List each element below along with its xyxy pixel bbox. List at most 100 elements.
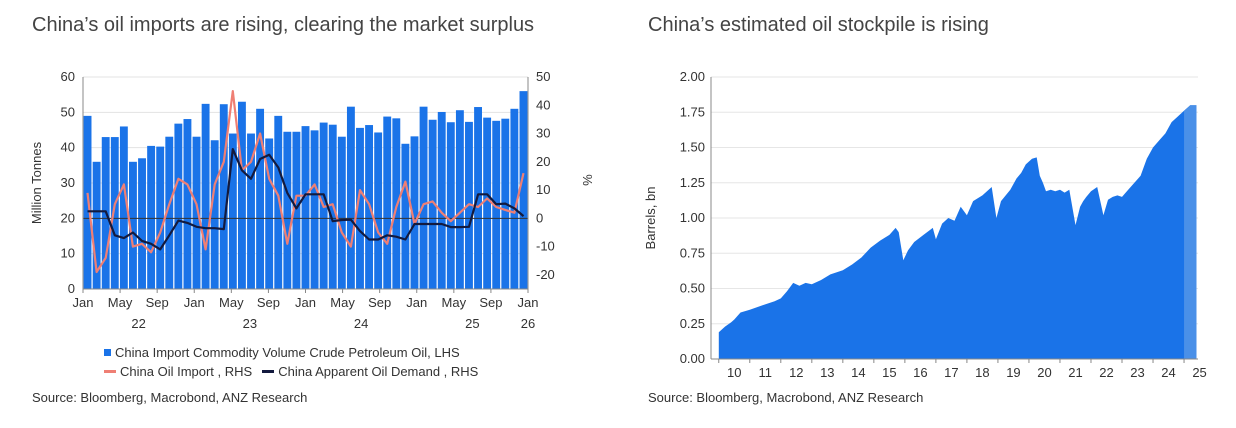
y-tick-label: 2.00 xyxy=(680,69,705,84)
year-label: 24 xyxy=(354,316,368,331)
y2-tick-label: 50 xyxy=(536,69,550,84)
y-tick-label: 50 xyxy=(61,104,75,119)
imports-chart: 0 10 20 30 40 50 60 -20 -10 0 10 20 30 40 50 Million To… xyxy=(29,69,595,331)
bar xyxy=(174,123,183,289)
bar xyxy=(165,136,174,289)
right-source: Source: Bloomberg, Macrobond, ANZ Resear… xyxy=(648,390,924,405)
year-label: 25 xyxy=(465,316,479,331)
bar xyxy=(256,108,265,289)
legend-swatch-demand xyxy=(262,370,275,373)
x-tick-label: 22 xyxy=(1099,365,1113,380)
y2-tick-label: 20 xyxy=(536,154,550,169)
x-tick-label: May xyxy=(330,295,355,310)
right-chart-title: China’s estimated oil stockpile is risin… xyxy=(648,14,989,36)
bar xyxy=(210,140,219,289)
left-source: Source: Bloomberg, Macrobond, ANZ Resear… xyxy=(32,390,308,405)
y2-tick-label: -10 xyxy=(536,239,555,254)
x-tick-label: May xyxy=(442,295,467,310)
bar xyxy=(519,91,528,289)
bar xyxy=(247,133,255,289)
y-tick-label: 30 xyxy=(61,175,75,190)
bar xyxy=(392,118,401,289)
bar xyxy=(292,131,301,289)
bar xyxy=(510,108,519,289)
bar xyxy=(237,101,246,289)
year-label: 23 xyxy=(243,316,257,331)
y-tick-label: 10 xyxy=(61,246,75,261)
y-tick-label: 1.25 xyxy=(680,175,705,190)
x-tick-label: Jan xyxy=(406,295,427,310)
bar xyxy=(283,131,292,289)
x-tick-label: 24 xyxy=(1161,365,1175,380)
left-chart-title: China’s oil imports are rising, clearing… xyxy=(32,14,535,36)
bar xyxy=(383,116,392,289)
bar xyxy=(401,143,410,289)
x-tick-label: Sep xyxy=(257,295,280,310)
y-tick-label: 40 xyxy=(61,140,75,155)
x-tick-label: 19 xyxy=(1006,365,1020,380)
legend-item-lines: China Oil Import , RHS China Apparent Oi… xyxy=(104,364,478,379)
bar xyxy=(92,161,101,289)
bar xyxy=(147,145,156,289)
x-tick-label: Jan xyxy=(73,295,94,310)
bar xyxy=(419,106,428,290)
y2-tick-label: 0 xyxy=(536,210,543,225)
bar xyxy=(156,146,165,289)
x-tick-label: 17 xyxy=(944,365,958,380)
y-tick-label: 60 xyxy=(61,69,75,84)
y-tick-label: 0.00 xyxy=(680,351,705,366)
x-tick-label: 16 xyxy=(913,365,927,380)
bar xyxy=(228,133,237,289)
legend-swatch-import xyxy=(104,370,116,373)
y-tick-label: 1.75 xyxy=(680,104,705,119)
bar xyxy=(437,111,446,289)
bar xyxy=(138,158,146,289)
x-tick-label: 15 xyxy=(882,365,896,380)
year-label: 26 xyxy=(521,316,535,331)
bar xyxy=(201,103,210,289)
bar xyxy=(428,119,437,290)
legend-item-bars: China Import Commodity Volume Crude Petr… xyxy=(104,345,460,360)
y-tick-label: 0.75 xyxy=(680,245,705,260)
bar xyxy=(310,130,319,289)
x-tick-label: Jan xyxy=(184,295,205,310)
bar xyxy=(219,104,228,289)
bar xyxy=(119,126,128,289)
y-tick-label: 0.50 xyxy=(680,281,705,296)
bar xyxy=(410,136,419,289)
legend-swatch-bars xyxy=(104,349,111,356)
stockpile-chart: 0.00 0.25 0.50 0.75 1.00 1.25 1.50 1.75 2.00 Barr… xyxy=(643,69,1207,380)
y-tick-label: 0.25 xyxy=(680,316,705,331)
x-tick-label: 21 xyxy=(1068,365,1082,380)
bar xyxy=(374,132,383,289)
y-tick-label: 1.00 xyxy=(680,210,705,225)
x-tick-label: Sep xyxy=(479,295,502,310)
demand-line xyxy=(87,147,525,251)
bar xyxy=(346,106,355,290)
latest-highlight xyxy=(1184,105,1197,359)
year-label: 22 xyxy=(131,316,145,331)
x-tick-label: 20 xyxy=(1037,365,1051,380)
bar xyxy=(337,136,346,289)
bar xyxy=(265,138,274,289)
bar xyxy=(455,110,464,289)
bar xyxy=(356,127,364,289)
bar xyxy=(274,115,283,289)
x-tick-label: Sep xyxy=(368,295,391,310)
bar xyxy=(129,161,137,289)
y-tick-label: 20 xyxy=(61,210,75,225)
legend-label-bars: China Import Commodity Volume Crude Petr… xyxy=(115,345,460,360)
x-tick-label: 18 xyxy=(975,365,989,380)
bar xyxy=(183,119,192,289)
y2-tick-label: 10 xyxy=(536,182,550,197)
stockpile-area xyxy=(718,105,1197,359)
x-tick-label: 25 xyxy=(1192,365,1206,380)
bar xyxy=(446,122,455,289)
x-tick-label: 23 xyxy=(1130,365,1144,380)
x-tick-label: 13 xyxy=(820,365,834,380)
y2-tick-label: 40 xyxy=(536,97,550,112)
x-tick-label: 10 xyxy=(727,365,741,380)
x-tick-label: Jan xyxy=(518,295,539,310)
x-tick-label: 14 xyxy=(851,365,865,380)
y-axis-title: Million Tonnes xyxy=(29,141,44,224)
